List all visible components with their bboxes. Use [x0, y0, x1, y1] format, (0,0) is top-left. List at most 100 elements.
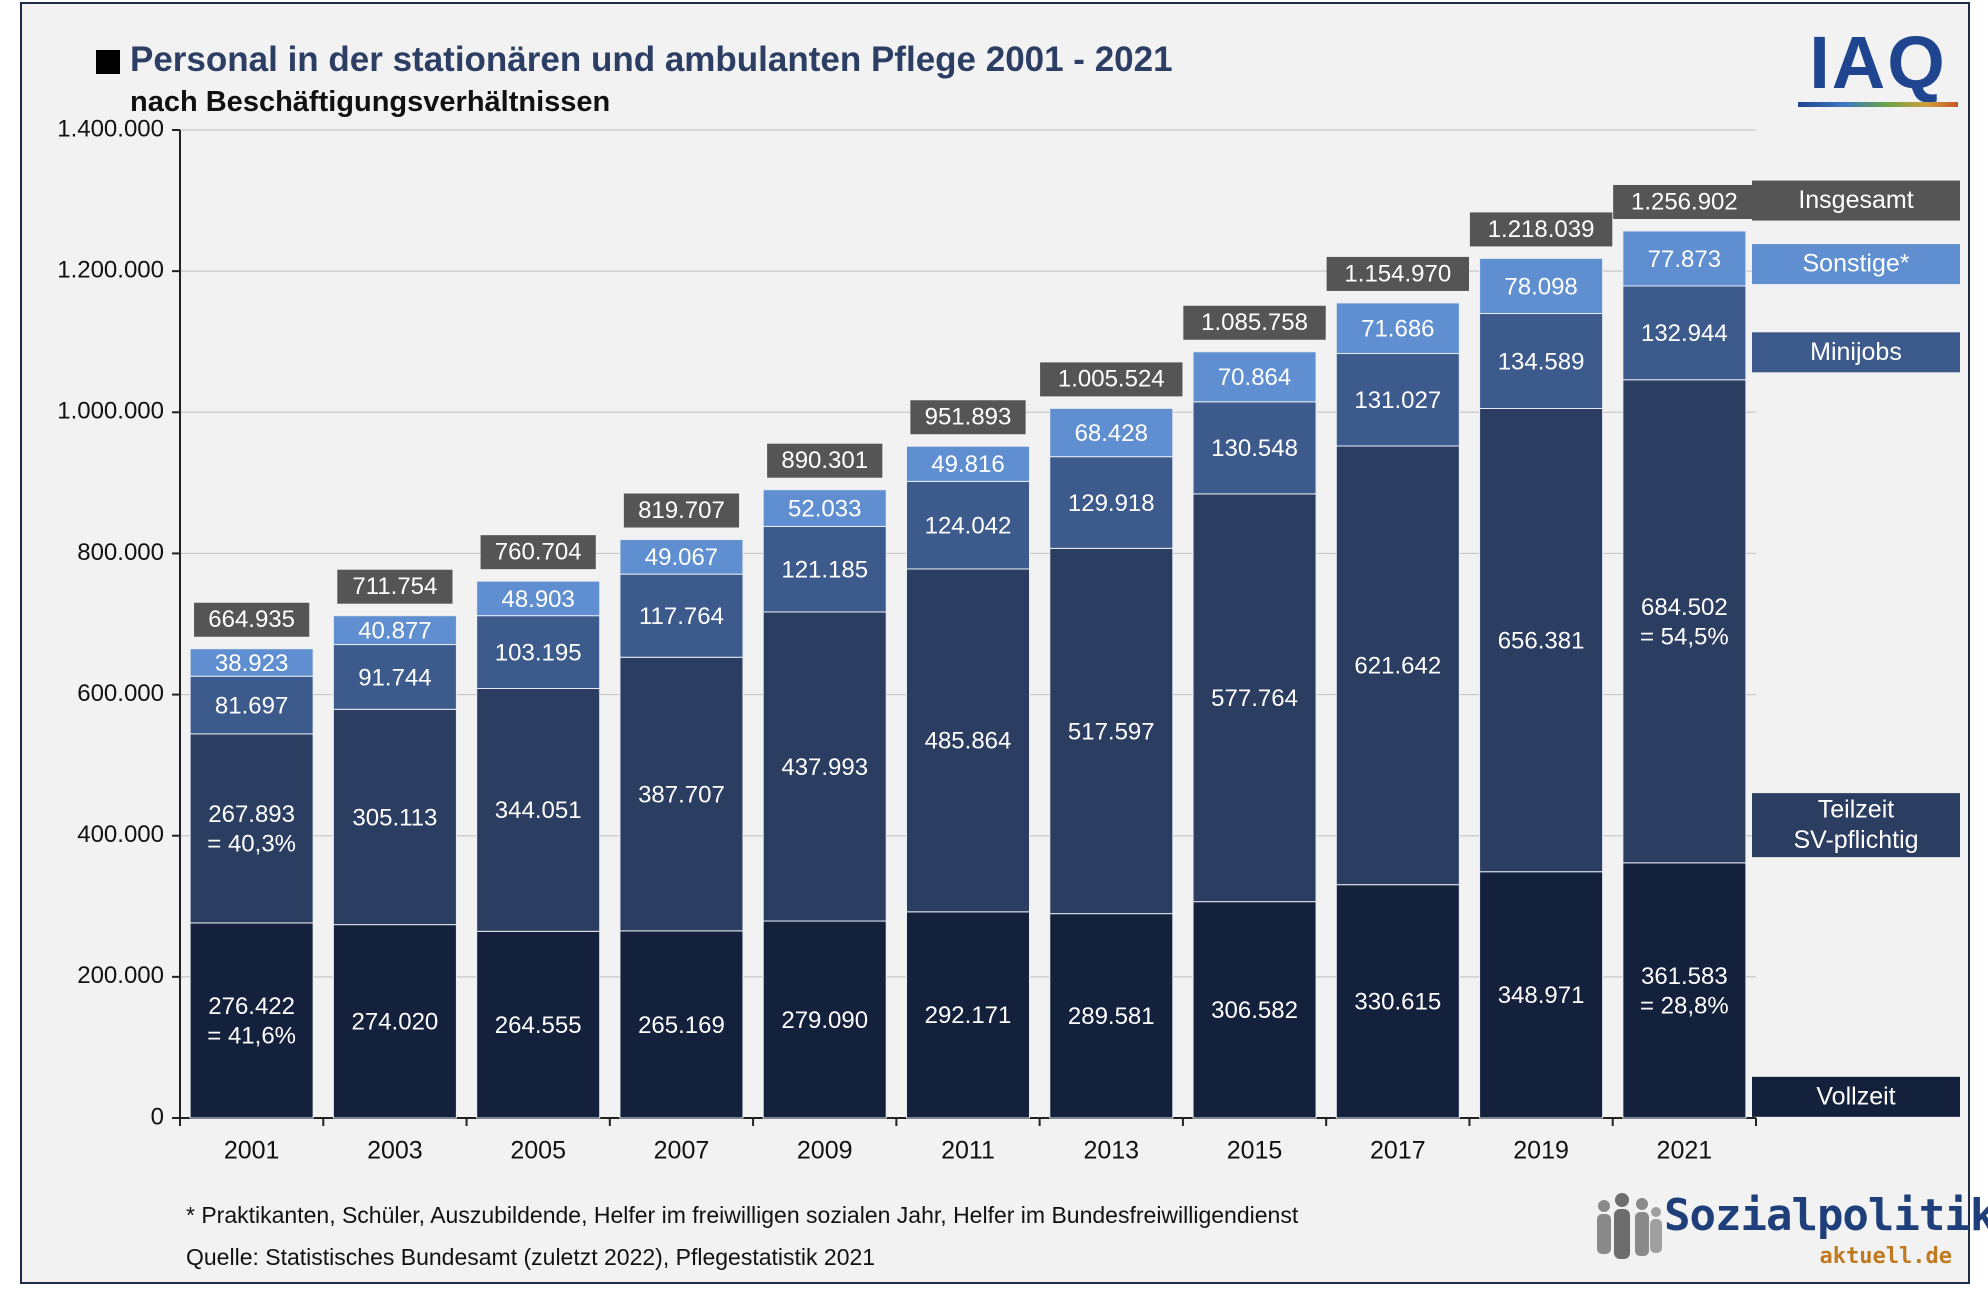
- x-tick-label-2009: 2009: [797, 1137, 853, 1165]
- bar-vollzeit-2019: [1479, 871, 1604, 1119]
- bar-teilzeit-sv-pflichtig-2019: [1479, 408, 1604, 873]
- bar-teilzeit-sv-pflichtig-2005: [476, 687, 601, 932]
- bar-minijobs-2007: [619, 573, 744, 658]
- data-label-2001-1-line-1: 267.893: [208, 801, 295, 828]
- total-label-2017: 1.154.970: [1344, 260, 1451, 287]
- data-label-2011-0: 292.171: [925, 1002, 1012, 1029]
- iaq-logo-colorbar: [1798, 102, 1958, 107]
- data-label-2005-1: 344.051: [495, 797, 582, 824]
- total-label-2019: 1.218.039: [1488, 216, 1595, 243]
- data-label-2015-3: 70.864: [1218, 364, 1291, 391]
- people-silhouette-icon: [1597, 1193, 1662, 1259]
- data-label-2007-1: 387.707: [638, 781, 725, 808]
- data-label-2013-0: 289.581: [1068, 1003, 1155, 1030]
- legend-box-0: [1752, 180, 1960, 221]
- total-label-2015: 1.085.758: [1201, 309, 1308, 336]
- iaq-logo: IAQ: [1796, 22, 1960, 112]
- data-label-2021-0-line-2: = 28,8%: [1640, 992, 1729, 1019]
- iaq-logo-text: IAQ: [1809, 21, 1947, 104]
- data-label-2015-1: 577.764: [1211, 685, 1298, 712]
- x-tick-label-2019: 2019: [1513, 1137, 1569, 1165]
- bar-vollzeit-2001: [189, 922, 314, 1119]
- total-label-2013: 1.005.524: [1058, 366, 1165, 393]
- data-label-2015-0: 306.582: [1211, 997, 1298, 1024]
- bar-sonstige-2001: [189, 648, 314, 677]
- bar-vollzeit-2007: [619, 930, 744, 1119]
- bar-vollzeit-2017: [1335, 884, 1460, 1119]
- bar-minijobs-2009: [762, 525, 887, 613]
- data-label-2019-1: 656.381: [1498, 627, 1585, 654]
- data-label-2005-2: 103.195: [495, 639, 582, 666]
- data-label-2017-2: 131.027: [1354, 387, 1441, 414]
- legend-label-0: Insgesamt: [1798, 186, 1913, 214]
- bar-sonstige-2017: [1335, 302, 1460, 355]
- data-label-2013-1: 517.597: [1068, 718, 1155, 745]
- total-label-2005: 760.704: [495, 539, 582, 566]
- x-tick-label-2011: 2011: [941, 1137, 995, 1165]
- total-label-2011: 951.893: [925, 404, 1012, 431]
- data-label-2001-3: 38.923: [215, 650, 288, 677]
- x-tick-label-2015: 2015: [1227, 1137, 1283, 1165]
- total-label-2007: 819.707: [638, 497, 725, 524]
- data-label-2007-0: 265.169: [638, 1012, 725, 1039]
- data-label-2017-0: 330.615: [1354, 989, 1441, 1016]
- data-label-2009-0: 279.090: [781, 1007, 868, 1034]
- bar-vollzeit-2003: [332, 924, 457, 1119]
- sozialpolitik-logo: Sozialpolitik- aktuell.de: [1592, 1188, 1988, 1278]
- bar-minijobs-2021: [1622, 285, 1747, 381]
- data-label-2011-3: 49.816: [931, 451, 1004, 478]
- data-label-2021-3: 77.873: [1648, 246, 1721, 273]
- bar-sonstige-2021: [1622, 230, 1747, 287]
- bar-teilzeit-sv-pflichtig-2017: [1335, 445, 1460, 886]
- y-tick-label: 1.200.000: [57, 256, 164, 283]
- bar-teilzeit-sv-pflichtig-2011: [906, 568, 1030, 913]
- x-tick-label-2005: 2005: [510, 1137, 566, 1165]
- chart-title: Personal in der stationären und ambulant…: [130, 40, 1173, 79]
- legend-label-2: Minijobs: [1810, 338, 1902, 366]
- data-label-2001-0-line-2: = 41,6%: [207, 1022, 296, 1049]
- data-label-2013-3: 68.428: [1075, 420, 1148, 447]
- source-note: Quelle: Statistisches Bundesamt (zuletzt…: [186, 1244, 876, 1270]
- data-label-2011-1: 485.864: [925, 728, 1012, 755]
- bar-vollzeit-2005: [476, 930, 601, 1119]
- x-tick-label-2001: 2001: [224, 1137, 280, 1165]
- total-box-2015: [1183, 305, 1326, 340]
- title-marker-square: [96, 50, 120, 74]
- y-tick-label: 1.000.000: [57, 398, 164, 425]
- total-box-2017: [1326, 256, 1470, 291]
- footnote: * Praktikanten, Schüler, Auszubildende, …: [186, 1202, 1299, 1228]
- bar-sonstige-2013: [1049, 407, 1174, 458]
- total-label-2009: 890.301: [781, 447, 868, 474]
- y-tick-label: 0: [151, 1103, 164, 1130]
- bar-teilzeit-sv-pflichtig-2013: [1049, 547, 1174, 915]
- total-box-2005: [480, 535, 596, 570]
- total-box-2013: [1040, 362, 1183, 397]
- data-label-2021-1-line-1: 684.502: [1641, 594, 1728, 621]
- legend-label-1: Sonstige*: [1802, 250, 1909, 278]
- data-label-2009-3: 52.033: [788, 495, 861, 522]
- bar-minijobs-2005: [476, 615, 601, 689]
- bar-minijobs-2019: [1479, 313, 1604, 410]
- sozialpolitik-logo-text: Sozialpolitik-: [1664, 1190, 1988, 1241]
- bar-sonstige-2011: [906, 445, 1030, 482]
- data-label-2003-3: 40.877: [358, 617, 431, 644]
- data-label-2003-0: 274.020: [352, 1009, 439, 1036]
- data-label-2021-0-line-1: 361.583: [1641, 963, 1728, 990]
- bar-teilzeit-sv-pflichtig-2007: [619, 656, 744, 932]
- total-box-2009: [767, 443, 883, 478]
- bar-sonstige-2005: [476, 580, 601, 617]
- bar-sonstige-2019: [1479, 257, 1604, 315]
- y-tick-label: 1.400.000: [57, 115, 164, 142]
- data-label-2007-3: 49.067: [645, 544, 718, 571]
- bar-vollzeit-2011: [906, 911, 1030, 1119]
- data-label-2009-1: 437.993: [781, 754, 868, 781]
- legend-box-1: [1752, 244, 1960, 285]
- data-label-2007-2: 117.764: [639, 603, 724, 630]
- y-tick-label: 400.000: [77, 821, 164, 848]
- data-label-2017-1: 621.642: [1354, 653, 1441, 680]
- data-label-2019-2: 134.589: [1498, 348, 1585, 375]
- total-box-2021: [1613, 184, 1756, 219]
- data-label-2013-2: 129.918: [1068, 490, 1155, 517]
- x-tick-label-2021: 2021: [1657, 1137, 1713, 1165]
